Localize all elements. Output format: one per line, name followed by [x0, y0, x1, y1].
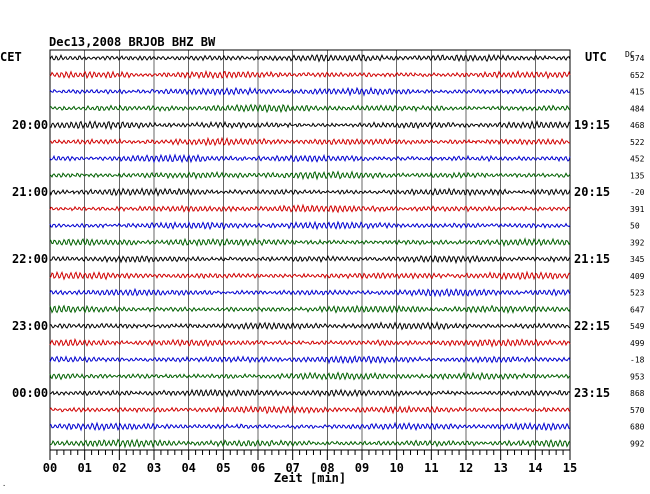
dc-value-label: 522 [630, 138, 645, 147]
dc-value-label: 680 [630, 423, 645, 432]
trace-11 [49, 237, 571, 248]
trace-10 [49, 220, 571, 231]
dc-value-label: 50 [630, 222, 640, 231]
dc-value-label: 992 [630, 439, 645, 448]
utc-label: UTC [585, 50, 607, 64]
trace-21 [49, 404, 571, 415]
dc-value-label: 549 [630, 322, 645, 331]
x-axis: 00 01 02 03 04 05 06 07 08 09 10 11 12 13 14 15 [43, 449, 577, 475]
x-tick-label: 02 [112, 461, 126, 475]
cet-time-label: 20:00 [12, 118, 48, 132]
x-tick-label: 11 [424, 461, 438, 475]
trace-3 [49, 103, 571, 114]
trace-19 [49, 371, 571, 381]
cet-time-label: 21:00 [12, 185, 48, 199]
chart-title: Dec13,2008 BRJOB BHZ BW [49, 35, 216, 49]
trace-4 [49, 119, 571, 131]
trace-22 [49, 421, 571, 432]
corner-mark: . [2, 480, 6, 488]
time-labels: 20:00 21:00 22:00 23:00 00:00 19:15 20:15 21:15… [12, 54, 645, 448]
dc-value-label: 409 [630, 272, 645, 281]
x-tick-label: 01 [77, 461, 91, 475]
dc-value-label: 484 [630, 104, 645, 113]
utc-time-label: 19:15 [574, 118, 610, 132]
cet-time-label: 22:00 [12, 252, 48, 266]
cet-time-label: 00:00 [12, 386, 48, 400]
x-axis-label: Zeit [min] [274, 471, 346, 485]
dc-value-label: 415 [630, 88, 645, 97]
dc-value-label: 647 [630, 305, 645, 314]
x-tick-label: 12 [459, 461, 473, 475]
trace-20 [49, 388, 571, 398]
utc-time-label: 20:15 [574, 185, 610, 199]
traces [49, 53, 571, 449]
x-tick-label: 10 [389, 461, 403, 475]
x-tick-label: 13 [493, 461, 507, 475]
dc-value-label: 345 [630, 255, 645, 264]
trace-18 [49, 355, 571, 365]
utc-time-label: 22:15 [574, 319, 610, 333]
utc-time-label: 23:15 [574, 386, 610, 400]
trace-13 [49, 270, 571, 281]
grid [49, 49, 571, 451]
dc-value-label: 452 [630, 155, 645, 164]
x-tick-label: 00 [43, 461, 57, 475]
dc-value-label: -20 [630, 188, 645, 197]
trace-16 [49, 321, 571, 331]
x-tick-label: 07 [285, 461, 299, 475]
trace-1 [49, 69, 571, 80]
dc-value-label: -18 [630, 356, 645, 365]
trace-17 [49, 337, 571, 348]
trace-23 [49, 438, 571, 449]
x-tick-label: 03 [147, 461, 161, 475]
x-tick-label: 04 [181, 461, 195, 475]
trace-8 [49, 187, 571, 197]
dc-value-label: 570 [630, 406, 645, 415]
trace-12 [49, 254, 571, 265]
dc-value-label: 868 [630, 389, 645, 398]
dc-value-label: 953 [630, 372, 645, 381]
x-tick-label: 06 [251, 461, 265, 475]
trace-0 [49, 53, 571, 63]
trace-15 [49, 304, 571, 315]
dc-label: DC [625, 50, 635, 59]
trace-2 [49, 86, 571, 97]
dc-value-label: 391 [630, 205, 645, 214]
dc-value-label: 468 [630, 121, 645, 130]
trace-5 [49, 136, 571, 147]
dc-value-label: 392 [630, 238, 645, 247]
dc-value-label: 652 [630, 71, 645, 80]
utc-time-label: 21:15 [574, 252, 610, 266]
x-tick-label: 14 [528, 461, 542, 475]
x-tick-label: 15 [563, 461, 577, 475]
trace-6 [49, 153, 571, 164]
dc-value-label: 499 [630, 339, 645, 348]
trace-14 [49, 287, 571, 298]
cet-label: CET [0, 50, 22, 64]
trace-7 [49, 170, 571, 181]
x-tick-label: 05 [216, 461, 230, 475]
dc-value-label: 523 [630, 289, 645, 298]
dc-value-label: 135 [630, 171, 645, 180]
trace-9 [49, 203, 571, 214]
cet-time-label: 23:00 [12, 319, 48, 333]
x-tick-label: 09 [355, 461, 369, 475]
x-tick-label: 08 [320, 461, 334, 475]
dc-value-label: 574 [630, 54, 645, 63]
